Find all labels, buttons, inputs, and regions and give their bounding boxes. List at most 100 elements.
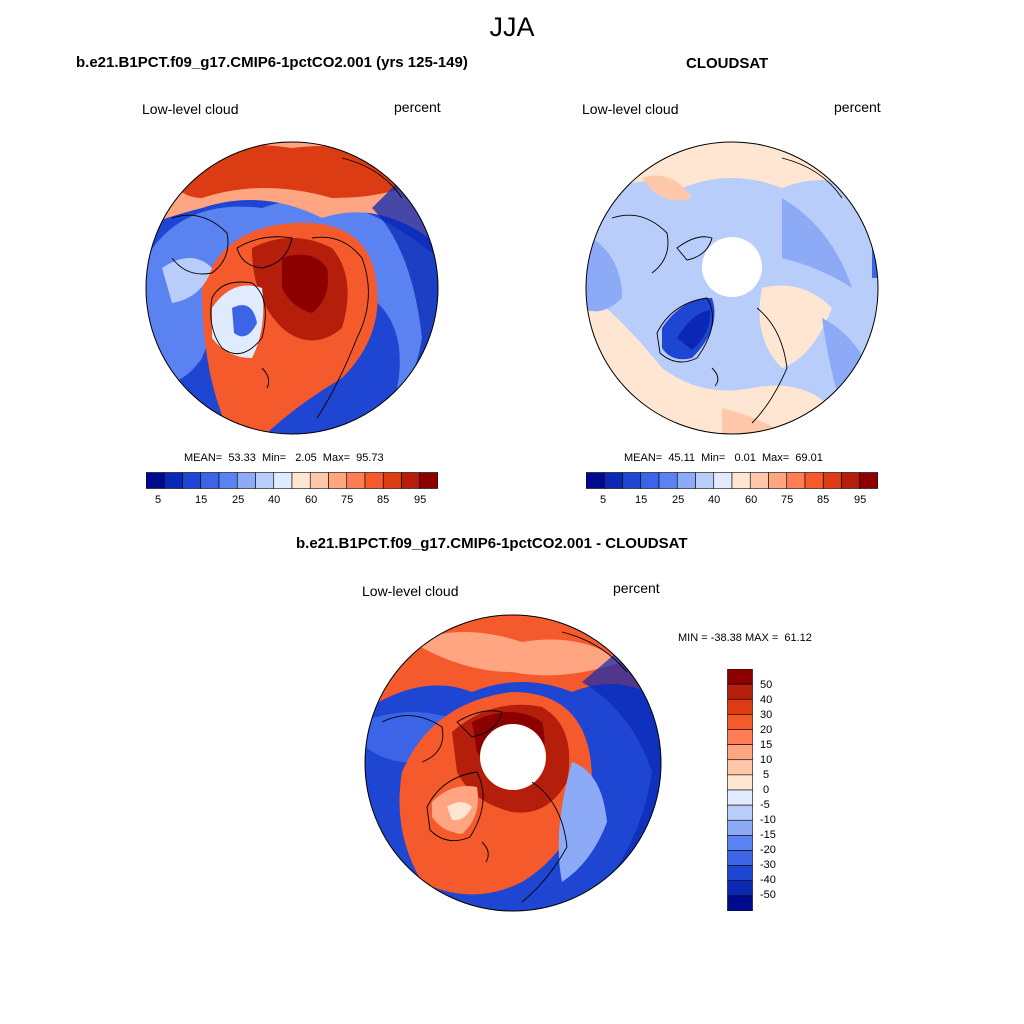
colorbar-swatch	[727, 669, 753, 685]
cb3-tick-label: 20	[760, 724, 773, 736]
colorbar-swatch	[713, 472, 733, 489]
colorbar-swatch	[291, 472, 311, 489]
cb2-tick-label: 5	[600, 494, 607, 506]
cb3-tick-label: -50	[760, 889, 776, 901]
colorbar-swatch	[419, 472, 438, 489]
panel2-polar-gap	[702, 237, 762, 297]
colorbar-swatch	[859, 472, 878, 489]
cb3-tick-label: -30	[760, 859, 776, 871]
cb2-tick-label: 95	[854, 494, 867, 506]
colorbar-swatch	[364, 472, 384, 489]
cb2-tick-label: 25	[672, 494, 685, 506]
figure-title: JJA	[489, 12, 535, 42]
panel3-colorbar-labels: 50 40 30 20 15 10 5 0 -5 -10 -15 -20 -30…	[760, 669, 800, 911]
colorbar-swatch	[236, 472, 256, 489]
cb3-tick-label: 50	[760, 679, 773, 691]
colorbar-swatch	[822, 472, 842, 489]
colorbar-swatch	[727, 880, 753, 897]
panel1-colorbar-labels: 5 15 25 40 60 75 85 95	[146, 494, 438, 508]
cb3-tick-label: 15	[760, 739, 773, 751]
cb3-tick-label: -20	[760, 844, 776, 856]
colorbar-swatch	[382, 472, 402, 489]
colorbar-swatch	[727, 819, 753, 836]
cb2-tick-label: 75	[781, 494, 794, 506]
panel3-coastlines	[381, 631, 628, 903]
cb2-tick-label: 40	[708, 494, 721, 506]
colorbar-swatch	[727, 759, 753, 776]
cb3-tick-label: 30	[760, 709, 773, 721]
colorbar-swatch	[586, 472, 605, 489]
colorbar-swatch	[200, 472, 220, 489]
cb3-tick-label: -10	[760, 814, 776, 826]
colorbar-swatch	[328, 472, 348, 489]
colorbar-swatch	[163, 472, 183, 489]
cb3-tick-label: -40	[760, 874, 776, 886]
colorbar-swatch	[786, 472, 806, 489]
colorbar-swatch	[727, 729, 753, 745]
colorbar-swatch	[695, 472, 715, 489]
panel3-title: b.e21.B1PCT.f09_g17.CMIP6-1pctCO2.001 - …	[296, 535, 688, 552]
colorbar-swatch	[401, 472, 421, 489]
cb3-tick-label: -15	[760, 829, 776, 841]
panel3-colorbar	[727, 669, 753, 911]
panel1-stats: MEAN= 53.33 Min= 2.05 Max= 95.73	[184, 452, 384, 464]
colorbar-swatch	[309, 472, 329, 489]
cb3-tick-label: -5	[760, 799, 770, 811]
colorbar-swatch	[255, 472, 275, 489]
colorbar-swatch	[727, 714, 753, 730]
cb3-tick-label: 10	[760, 754, 773, 766]
colorbar-swatch	[146, 472, 165, 489]
panel1-units-label: percent	[394, 99, 441, 115]
colorbar-swatch	[841, 472, 861, 489]
colorbar-swatch	[727, 865, 753, 882]
colorbar-swatch	[749, 472, 769, 489]
cb1-tick-label: 25	[232, 494, 245, 506]
colorbar-swatch	[218, 472, 238, 489]
panel2-title: CLOUDSAT	[686, 55, 769, 72]
panel3-stats: MIN = -38.38 MAX = 61.12	[678, 632, 812, 644]
panel2-stats: MEAN= 45.11 Min= 0.01 Max= 69.01	[624, 452, 823, 464]
colorbar-swatch	[182, 472, 202, 489]
panel2-colorbar	[586, 472, 878, 489]
colorbar-swatch	[727, 683, 753, 700]
panel3-variable-label: Low-level cloud	[362, 583, 459, 599]
cb3-tick-label: 0	[763, 784, 770, 796]
colorbar-swatch	[727, 804, 753, 821]
panel3-polar-gap	[480, 724, 546, 790]
panel1-polar-map	[145, 141, 439, 435]
colorbar-swatch	[727, 698, 753, 715]
colorbar-swatch	[676, 472, 696, 489]
colorbar-swatch	[727, 744, 753, 761]
panel1-variable-label: Low-level cloud	[142, 101, 239, 117]
cb2-tick-label: 85	[817, 494, 830, 506]
panel2-colorbar-labels: 5 15 25 40 60 75 85 95	[586, 494, 878, 508]
panel1-colorbar	[146, 472, 438, 489]
colorbar-swatch	[727, 895, 753, 911]
cb2-tick-label: 15	[635, 494, 648, 506]
cb1-tick-label: 15	[195, 494, 208, 506]
colorbar-swatch	[727, 774, 753, 791]
colorbar-swatch	[658, 472, 678, 489]
cb3-tick-label: 5	[763, 769, 770, 781]
colorbar-swatch	[622, 472, 642, 489]
cb3-tick-label: 40	[760, 694, 773, 706]
panel1-coastlines	[171, 157, 403, 419]
panel1-title: b.e21.B1PCT.f09_g17.CMIP6-1pctCO2.001 (y…	[76, 54, 468, 71]
cb2-tick-label: 60	[745, 494, 758, 506]
cb1-tick-label: 40	[268, 494, 281, 506]
panel3-units-label: percent	[613, 580, 660, 596]
panel1-field	[146, 142, 438, 434]
colorbar-swatch	[603, 472, 623, 489]
cb1-tick-label: 5	[155, 494, 162, 506]
panel2-variable-label: Low-level cloud	[582, 101, 679, 117]
colorbar-swatch	[727, 835, 753, 851]
cb1-tick-label: 75	[341, 494, 354, 506]
colorbar-swatch	[346, 472, 366, 489]
cb1-tick-label: 95	[414, 494, 427, 506]
panel3-polar-map	[364, 614, 662, 912]
colorbar-swatch	[768, 472, 788, 489]
cb1-tick-label: 85	[377, 494, 390, 506]
colorbar-swatch	[727, 850, 753, 866]
panel2-coastlines	[611, 157, 843, 424]
colorbar-swatch	[731, 472, 751, 489]
